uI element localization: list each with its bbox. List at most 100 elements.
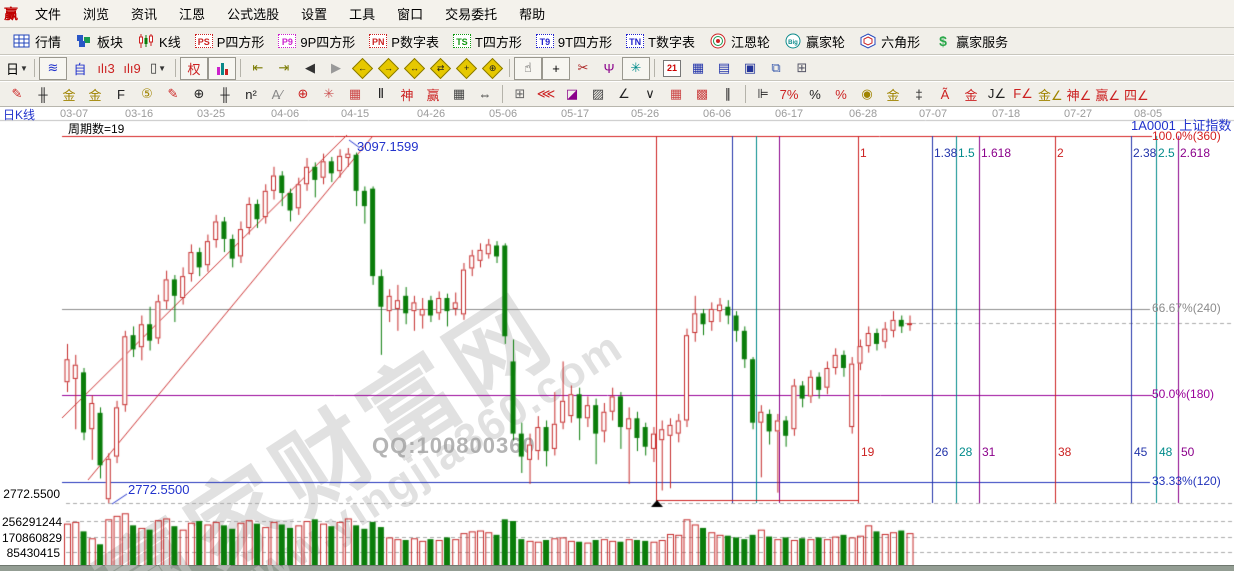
a-slash-button[interactable]: A∕	[264, 84, 290, 105]
menu-item-trade-entrust[interactable]: 交易委托	[445, 7, 498, 22]
gold-angle-button[interactable]: 金∠	[1036, 84, 1065, 105]
winner-service-button[interactable]: $ 赢家服务	[927, 30, 1015, 53]
parallel-lines-button[interactable]: ∥	[715, 84, 741, 105]
red-grid-2-button[interactable]: ▦	[663, 84, 689, 105]
menu-item-browse[interactable]: 浏览	[83, 7, 110, 22]
zoom-horizontal-button[interactable]: ↔	[401, 57, 427, 79]
prev-page-button[interactable]: ◀	[297, 58, 323, 79]
pencil-button[interactable]: ✎	[4, 84, 30, 105]
zoom-cross-button[interactable]: +	[453, 57, 479, 79]
last-page-button[interactable]: ⇥	[271, 58, 297, 79]
date-tick: 03-16	[125, 108, 154, 120]
v-lines-button[interactable]: ∨	[637, 84, 663, 105]
9t-square-button[interactable]: T9 9T四方形	[529, 30, 619, 53]
ying-angle-icon: 赢∠	[1095, 87, 1120, 103]
ying-angle-button[interactable]: 赢∠	[1093, 84, 1122, 105]
gann-grid-button[interactable]: ╫	[30, 84, 56, 105]
crosshair-tool-button[interactable]: +	[542, 56, 570, 80]
circle-grid-button[interactable]: ⊕	[186, 84, 212, 105]
zoom-left-button[interactable]: ←	[349, 57, 375, 79]
fan-lines-button[interactable]: ⋘	[533, 84, 559, 105]
zoom-diagonal-button[interactable]: ⇄	[427, 57, 453, 79]
menu-item-settings[interactable]: 设置	[301, 7, 328, 22]
self-info-button[interactable]: 自	[67, 58, 93, 79]
menu-item-tools[interactable]: 工具	[349, 7, 376, 22]
gold-grid-2-button[interactable]: 金	[82, 84, 108, 105]
j-angle-button[interactable]: J∠	[984, 84, 1010, 105]
tick-ruler-button[interactable]: Ⅱ	[368, 84, 394, 105]
gold-line-button[interactable]: 金	[880, 84, 906, 105]
p-number-table-button[interactable]: PN P数字表	[362, 30, 446, 53]
brain-tool-button[interactable]: ✳	[622, 56, 650, 80]
color-histogram-button[interactable]	[208, 56, 236, 80]
wave-gauge-tool-button[interactable]: Ψ	[596, 58, 622, 79]
si-angle-button[interactable]: 四∠	[1122, 84, 1151, 105]
fan-box-button[interactable]: ◪	[559, 84, 585, 105]
notepad-button[interactable]: ▤	[711, 58, 737, 79]
f-grid-button[interactable]: F	[108, 84, 134, 105]
grid-123-button[interactable]: ▦	[446, 84, 472, 105]
red-grid-3-button[interactable]: ▩	[689, 84, 715, 105]
gann-wheel-button[interactable]: 江恩轮	[702, 30, 777, 53]
five-grid-button[interactable]: ⑤	[134, 84, 160, 105]
menu-item-news[interactable]: 资讯	[131, 7, 158, 22]
flag-tool-button[interactable]: ✂	[570, 58, 596, 79]
bars-3-button[interactable]: ılı3	[93, 58, 119, 79]
angle-lines-button[interactable]: ∠	[611, 84, 637, 105]
next-page-button[interactable]: ▶	[323, 58, 349, 79]
calculator-button[interactable]: ▦	[685, 58, 711, 79]
f-angle-button[interactable]: F∠	[1010, 84, 1036, 105]
ratio-table-button[interactable]: ⊫	[750, 84, 776, 105]
winner-wheel-button[interactable]: Big 赢家轮	[777, 30, 852, 53]
percent-button[interactable]: %	[802, 84, 828, 105]
gann-compass-button[interactable]: ⊕	[290, 84, 316, 105]
hexagon-button[interactable]: 六角形	[852, 30, 927, 53]
percent-line-button[interactable]: %	[828, 84, 854, 105]
remote-button[interactable]: ⊞	[789, 58, 815, 79]
gold-grid-1-button[interactable]: 金	[56, 84, 82, 105]
first-page-button[interactable]: ⇤	[245, 58, 271, 79]
n2-grid-button[interactable]: n²	[238, 84, 264, 105]
wave-a-button[interactable]: Ã	[932, 84, 958, 105]
t-square-button[interactable]: TS T四方形	[446, 30, 529, 53]
pencil-2-button[interactable]: ✎	[160, 84, 186, 105]
period-day-button[interactable]: 日 ▼	[4, 58, 30, 79]
save-button[interactable]: ▣	[737, 58, 763, 79]
star-target-button[interactable]: ✳	[316, 84, 342, 105]
menu-item-window[interactable]: 窗口	[397, 7, 424, 22]
hand-tool-button[interactable]: ☝	[514, 56, 542, 80]
calendar-button[interactable]: 21	[659, 58, 685, 79]
box-tool-button[interactable]: ⊞	[507, 84, 533, 105]
candle-style-icon: ▯	[149, 60, 158, 75]
menu-item-formula-picker[interactable]: 公式选股	[227, 7, 280, 22]
pen-marker-button[interactable]: ‡	[906, 84, 932, 105]
network-button[interactable]: ⧉	[763, 58, 789, 79]
bars-9-button[interactable]: ılı9	[119, 58, 145, 79]
p-square-button[interactable]: PS P四方形	[188, 30, 272, 53]
candle-style-button[interactable]: ▯ ▼	[145, 58, 171, 79]
shen-grid-button[interactable]: 神	[394, 84, 420, 105]
zoom-right-button[interactable]: →	[375, 57, 401, 79]
kline-button[interactable]: K线	[130, 30, 188, 53]
svg-text:$: $	[939, 33, 947, 49]
9p-square-button[interactable]: P9 9P四方形	[271, 30, 362, 53]
plain-grid-button[interactable]: ╫	[212, 84, 238, 105]
menu-item-file[interactable]: 文件	[35, 7, 62, 22]
menu-item-gann[interactable]: 江恩	[179, 7, 206, 22]
menu-item-help[interactable]: 帮助	[519, 7, 546, 22]
hatch-box-button[interactable]: ▨	[585, 84, 611, 105]
band-overlay-button[interactable]: ≋	[39, 56, 67, 80]
span-arrows-button[interactable]: ⇔	[472, 84, 498, 105]
candlestick-chart-canvas[interactable]	[0, 107, 1234, 565]
percent-strike-button[interactable]: 7%	[776, 84, 802, 105]
gold-underline-button[interactable]: 金	[958, 84, 984, 105]
restoration-button[interactable]: 权	[180, 56, 208, 80]
t-number-table-button[interactable]: TN T数字表	[619, 30, 702, 53]
zoom-all-button[interactable]: ⊕	[479, 57, 505, 79]
shen-angle-button[interactable]: 神∠	[1065, 84, 1094, 105]
circled-gold-button[interactable]: ◉	[854, 84, 880, 105]
sectors-button[interactable]: 板块	[68, 30, 130, 53]
red-grid-button[interactable]: ▦	[342, 84, 368, 105]
quotes-button[interactable]: 行情	[6, 30, 68, 53]
ying-grid-button[interactable]: 赢	[420, 84, 446, 105]
